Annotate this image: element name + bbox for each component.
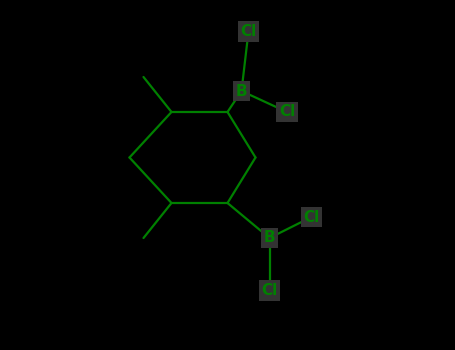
Text: B: B bbox=[236, 84, 248, 98]
Text: Cl: Cl bbox=[303, 210, 319, 224]
Text: Cl: Cl bbox=[240, 24, 257, 39]
Text: B: B bbox=[264, 231, 275, 245]
Text: Cl: Cl bbox=[279, 105, 295, 119]
Text: Cl: Cl bbox=[261, 283, 278, 298]
